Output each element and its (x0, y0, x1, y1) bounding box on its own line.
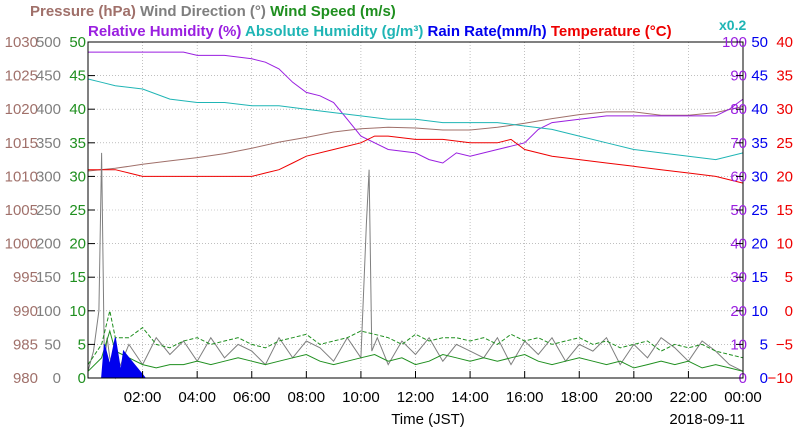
tick-label-pressure: 980 (13, 370, 38, 387)
tick-label-rain_rate: 40 (751, 101, 768, 118)
tick-label-temperature: 15 (776, 202, 793, 219)
tick-label-temperature: 0 (785, 303, 793, 320)
tick-label-pressure: 1030 (5, 34, 38, 51)
tick-label-pressure: 990 (13, 303, 38, 320)
tick-label-pressure: 1010 (5, 168, 38, 185)
tick-label-rain_rate: 15 (751, 269, 768, 286)
tick-label-wind_direction: 50 (44, 336, 61, 353)
tick-label-pressure: 995 (13, 269, 38, 286)
series-absolute-humidity-g-m (87, 78, 744, 161)
series-pressure-hpa (87, 106, 744, 172)
title-line-2: Relative Humidity (%) Absolute Humidity … (88, 23, 672, 40)
tick-label-pressure: 1020 (5, 101, 38, 118)
legend-relative_humidity: Relative Humidity (%) (88, 23, 241, 40)
x-tick-label: 04:00 (178, 389, 216, 406)
tick-label-temperature: −10 (768, 370, 793, 387)
x-axis-title: Time (JST) (391, 411, 465, 428)
tick-label-rain_rate: 30 (751, 168, 768, 185)
tick-label-wind_direction: 500 (36, 34, 61, 51)
series-temperature-c (88, 135, 744, 184)
axis-ticks: 9809859909951000100510101015102010251030… (5, 34, 793, 406)
tick-label-wind_direction: 400 (36, 101, 61, 118)
series-wind-direction (87, 152, 744, 380)
tick-label-wind_speed: 40 (69, 101, 86, 118)
series-relative-humidity (88, 51, 744, 164)
x-tick-label: 22:00 (670, 389, 708, 406)
tick-label-temperature: −5 (776, 336, 793, 353)
tick-label-rain_rate: 25 (751, 202, 768, 219)
tick-label-pressure: 1015 (5, 135, 38, 152)
tick-label-wind_speed: 20 (69, 236, 86, 253)
tick-label-wind_direction: 300 (36, 168, 61, 185)
tick-label-pressure: 985 (13, 336, 38, 353)
tick-label-wind_speed: 0 (78, 370, 86, 387)
title-line-1: Pressure (hPa) Wind Direction (°) Wind S… (30, 3, 396, 20)
tick-label-wind_direction: 250 (36, 202, 61, 219)
x-tick-label: 00:00 (724, 389, 762, 406)
tick-label-rain_rate: 5 (760, 336, 768, 353)
x-tick-label: 06:00 (233, 389, 271, 406)
x-tick-label: 12:00 (397, 389, 435, 406)
legend-absolute_humidity: Absolute Humidity (g/m³) (241, 23, 423, 40)
tick-label-wind_direction: 450 (36, 68, 61, 85)
tick-label-wind_direction: 100 (36, 303, 61, 320)
legend-wind_speed: Wind Speed (m/s) (266, 3, 396, 20)
tick-label-wind_speed: 25 (69, 202, 86, 219)
tick-label-rain_rate: 50 (751, 34, 768, 51)
tick-label-temperature: 40 (776, 34, 793, 51)
x-tick-label: 16:00 (506, 389, 544, 406)
tick-label-rain_rate: 45 (751, 68, 768, 85)
legend-temperature: Temperature (°C) (547, 23, 672, 40)
x-tick-label: 02:00 (124, 389, 162, 406)
x-tick-label: 20:00 (615, 389, 653, 406)
tick-label-temperature: 5 (785, 269, 793, 286)
tick-label-pressure: 1000 (5, 236, 38, 253)
x-tick-label: 10:00 (342, 389, 380, 406)
tick-label-wind_direction: 350 (36, 135, 61, 152)
ah-scale-label: x0.2 (719, 17, 746, 33)
x-tick-label: 08:00 (288, 389, 326, 406)
series-wind-speed-m-s (87, 329, 744, 372)
tick-label-temperature: 25 (776, 135, 793, 152)
tick-label-wind_speed: 50 (69, 34, 86, 51)
x-tick-label: 14:00 (451, 389, 489, 406)
tick-label-wind_speed: 35 (69, 135, 86, 152)
x-tick-label: 18:00 (560, 389, 598, 406)
tick-label-rain_rate: 35 (751, 135, 768, 152)
tick-label-wind_speed: 45 (69, 68, 86, 85)
date-label: 2018-09-11 (669, 411, 745, 428)
tick-label-humidity: 100 (722, 34, 747, 51)
tick-label-rain_rate: 20 (751, 236, 768, 253)
legend-pressure: Pressure (hPa) (30, 3, 136, 20)
tick-label-rain_rate: 10 (751, 303, 768, 320)
tick-label-wind_speed: 30 (69, 168, 86, 185)
tick-label-pressure: 1005 (5, 202, 38, 219)
series-wind-speed-m-s-gust (87, 310, 744, 365)
tick-label-wind_direction: 200 (36, 236, 61, 253)
tick-label-wind_speed: 10 (69, 303, 86, 320)
tick-label-temperature: 35 (776, 68, 793, 85)
tick-label-temperature: 30 (776, 101, 793, 118)
chart-grid (88, 42, 743, 378)
legend-wind_direction: Wind Direction (°) (136, 3, 266, 20)
tick-label-wind_direction: 150 (36, 269, 61, 286)
tick-label-pressure: 1025 (5, 68, 38, 85)
tick-label-temperature: 10 (776, 236, 793, 253)
tick-label-rain_rate: 0 (760, 370, 768, 387)
tick-label-wind_direction: 0 (53, 370, 61, 387)
chart-series (87, 51, 744, 380)
tick-label-wind_speed: 5 (78, 336, 86, 353)
tick-label-temperature: 20 (776, 168, 793, 185)
legend-rain_rate: Rain Rate(mm/h) (423, 23, 546, 40)
chart-title: Pressure (hPa) Wind Direction (°) Wind S… (30, 3, 672, 40)
tick-label-wind_speed: 15 (69, 269, 86, 286)
